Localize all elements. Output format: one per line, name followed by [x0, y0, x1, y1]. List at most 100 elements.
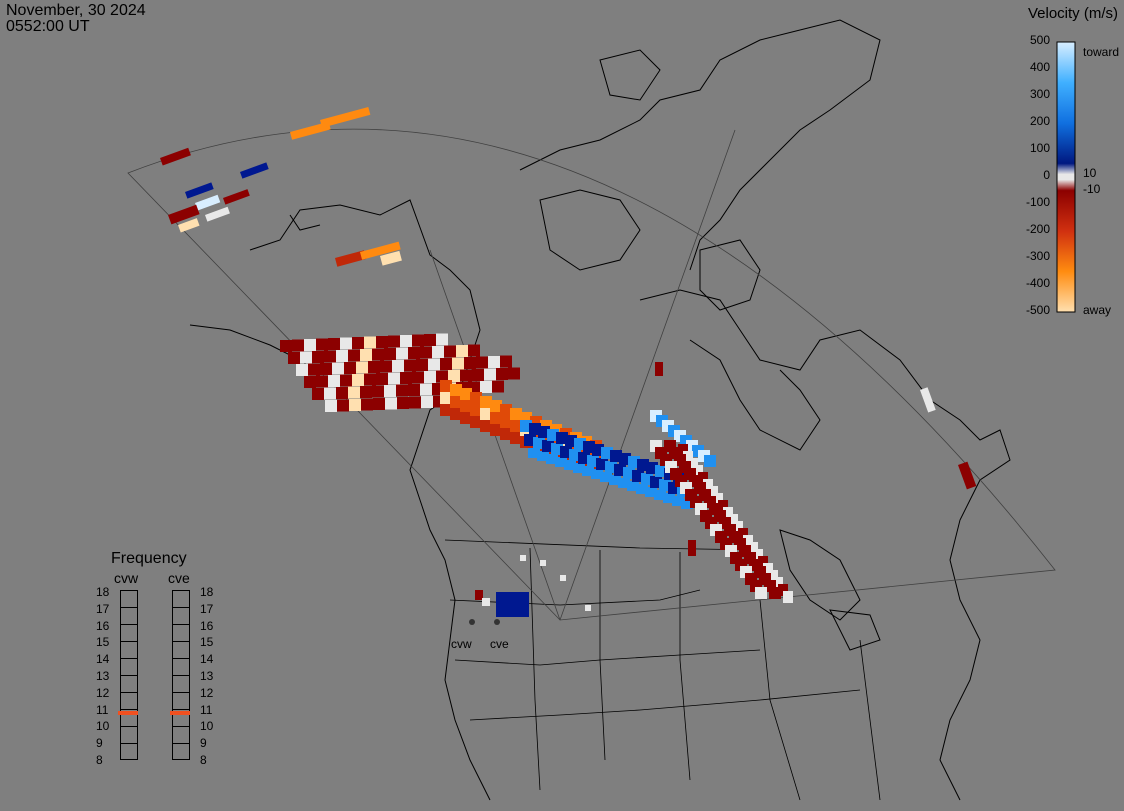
frequency-column-cvw [120, 590, 138, 760]
frequency-tick: 16 [96, 618, 110, 633]
velocity-cell [308, 363, 320, 376]
frequency-tick: 12 [200, 685, 214, 700]
velocity-cell [773, 577, 783, 589]
frequency-tick: 11 [200, 702, 213, 717]
velocity-cell [168, 204, 200, 225]
colorbar-tick: 500 [1029, 33, 1050, 47]
velocity-cell [336, 387, 348, 399]
velocity-cell [436, 370, 448, 383]
velocity-cell [693, 465, 703, 477]
velocity-cell [512, 600, 521, 609]
frequency-cell [173, 676, 189, 693]
velocity-cell [340, 374, 352, 387]
frequency-tick: 13 [200, 669, 214, 683]
velocity-cell [428, 358, 440, 371]
velocity-cell [510, 408, 522, 420]
velocity-cell [528, 448, 540, 458]
velocity-cell [460, 400, 472, 412]
velocity-cell [480, 396, 492, 408]
velocity-cell [409, 396, 421, 409]
velocity-cell [356, 361, 368, 374]
velocity-cell [636, 484, 648, 494]
frequency-cell [121, 642, 137, 659]
velocity-cell [546, 454, 558, 464]
velocity-cell [480, 408, 492, 420]
frequency-marker-cvw [118, 710, 138, 715]
radar-site-cvw [469, 619, 475, 625]
velocity-cell [738, 528, 748, 540]
colorbar-tick: -200 [1025, 222, 1050, 236]
freq-col-label-cve: cve [168, 570, 190, 586]
velocity-cell [560, 575, 566, 581]
velocity-cell [420, 383, 432, 396]
velocity-cell [380, 360, 392, 373]
velocity-cell [500, 428, 512, 440]
velocity-cell [733, 521, 743, 533]
velocity-cell [450, 408, 462, 420]
frequency-tick: 17 [96, 601, 110, 616]
velocity-cell [412, 371, 424, 384]
frequency-marker-cve [170, 710, 190, 715]
frequency-cell [121, 744, 137, 760]
velocity-cell [484, 368, 496, 381]
velocity-cell [470, 392, 482, 404]
velocity-cell [609, 475, 621, 485]
velocity-cell [645, 487, 657, 497]
velocity-cell [292, 339, 304, 352]
velocity-cell [290, 121, 331, 140]
velocity-cell [755, 587, 767, 599]
colorbar-tick: -300 [1025, 249, 1050, 263]
velocity-cell [496, 368, 508, 380]
colorbar-tick: -400 [1025, 276, 1050, 290]
velocity-cell [388, 335, 400, 348]
velocity-cell [424, 334, 436, 346]
velocity-cell [582, 466, 594, 476]
velocity-cell [349, 399, 361, 411]
frequency-tick: 8 [96, 753, 103, 767]
velocity-cell [496, 592, 505, 601]
velocity-cell [470, 404, 482, 416]
colorbar-tick: 300 [1029, 87, 1050, 101]
date-label: November, 30 2024 [6, 2, 146, 19]
velocity-cell [585, 605, 591, 611]
frequency-cell [121, 693, 137, 710]
time-label: 0552:00 UT [6, 18, 90, 35]
velocity-cell [490, 424, 502, 436]
velocity-cell [728, 514, 738, 526]
velocity-cell [360, 241, 401, 260]
frequency-cell [173, 659, 189, 676]
velocity-cell [412, 334, 424, 347]
velocity-cell [688, 540, 696, 556]
velocity-cell [420, 346, 432, 359]
velocity-cell [504, 608, 513, 617]
velocity-cell [769, 587, 781, 599]
velocity-cell [396, 384, 408, 397]
velocity-cells [159, 107, 977, 617]
velocity-cell [600, 472, 612, 482]
velocity-cell [460, 412, 472, 424]
state-borders [444, 539, 881, 801]
velocity-cell [490, 400, 502, 412]
velocity-cell [335, 250, 367, 267]
velocity-cell [504, 600, 513, 609]
freq-col-label-cvw: cvw [114, 570, 139, 586]
frequency-tick: 14 [96, 652, 110, 667]
frequency-tick: 18 [200, 585, 214, 599]
frequency-cell [121, 710, 137, 727]
velocity-cell [440, 380, 452, 392]
colorbar-tick: -100 [1025, 195, 1050, 209]
frequency-cell [173, 744, 189, 760]
velocity-cell [344, 362, 356, 374]
velocity-cell [384, 348, 396, 360]
velocity-cell [388, 372, 400, 385]
velocity-cell [400, 335, 412, 347]
velocity-cell [618, 478, 630, 488]
away-label: away [1083, 303, 1112, 317]
inner-label-minus: -10 [1083, 182, 1101, 196]
velocity-cell [373, 398, 385, 410]
colorbar-tick: -500 [1025, 303, 1050, 317]
velocity-cell [376, 336, 388, 348]
velocity-cell [508, 367, 520, 380]
velocity-cell [573, 463, 585, 473]
